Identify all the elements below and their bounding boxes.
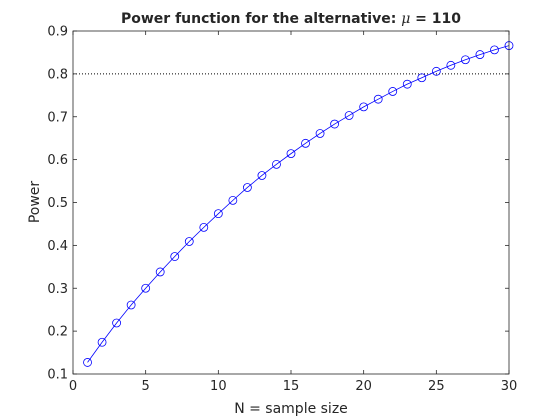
data-point <box>431 66 441 76</box>
y-tick-label: 0.5 <box>47 196 68 211</box>
series-line <box>87 45 510 363</box>
y-tick-label: 0.3 <box>47 282 68 297</box>
data-point <box>126 300 136 310</box>
x-axis-label: N = sample size <box>234 401 348 417</box>
x-tick-label: 30 <box>501 379 518 394</box>
chart-title-prefix: Power function for the alternative: <box>121 11 401 27</box>
chart-title-mu-symbol: μ <box>401 11 410 27</box>
data-point <box>170 252 180 261</box>
data-point <box>460 55 470 65</box>
data-point <box>301 138 310 148</box>
chart-title-suffix: = 110 <box>410 11 461 27</box>
data-point <box>373 94 383 104</box>
data-point <box>242 183 252 192</box>
chart-title: Power function for the alternative: μ = … <box>121 11 461 27</box>
data-point <box>388 87 398 96</box>
y-tick-label: 0.4 <box>47 239 68 254</box>
data-point <box>213 209 223 219</box>
data-point <box>315 129 325 138</box>
data-point <box>141 283 151 293</box>
x-tick-label: 5 <box>142 379 150 394</box>
data-point <box>272 159 281 169</box>
data-point <box>446 60 456 70</box>
x-tick-label: 0 <box>69 379 77 394</box>
x-tick-label: 10 <box>210 379 227 394</box>
data-point <box>257 171 267 180</box>
data-point <box>112 318 121 328</box>
x-axis-ticks: 0 5 10 15 20 25 30 <box>69 31 517 394</box>
y-tick-label: 0.7 <box>47 110 68 125</box>
data-point <box>97 337 107 347</box>
y-tick-label: 0.2 <box>47 325 68 340</box>
data-point <box>228 195 238 205</box>
data-point <box>402 79 412 89</box>
data-point <box>155 267 165 277</box>
data-point <box>286 149 296 159</box>
data-point <box>359 102 369 112</box>
data-point <box>330 119 340 129</box>
y-tick-label: 0.1 <box>47 368 68 383</box>
data-point <box>417 73 427 83</box>
y-tick-label: 0.9 <box>47 25 68 40</box>
data-point <box>199 222 209 232</box>
series-layer <box>83 41 514 367</box>
y-tick-label: 0.8 <box>47 67 68 82</box>
y-axis-label: Power <box>27 181 43 224</box>
data-point <box>184 237 194 246</box>
data-point <box>344 111 354 120</box>
x-tick-label: 15 <box>283 379 300 394</box>
data-point <box>490 45 499 55</box>
x-tick-label: 25 <box>428 379 445 394</box>
y-tick-label: 0.6 <box>47 153 68 168</box>
x-tick-label: 20 <box>355 379 372 394</box>
data-point <box>83 358 92 367</box>
y-axis-ticks: 0.1 0.2 0.3 0.4 0.5 0.6 0.7 0.8 0.9 <box>47 25 509 383</box>
data-point <box>475 50 485 59</box>
plot-area <box>73 31 509 374</box>
